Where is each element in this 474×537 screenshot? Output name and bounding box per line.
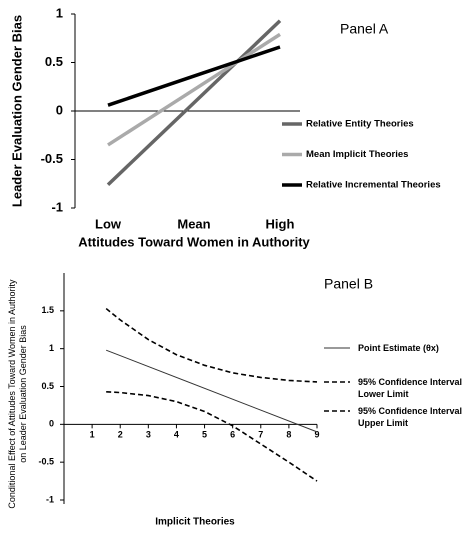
legend-label: 95% Confidence Interval Lower Limit bbox=[358, 377, 463, 399]
legend-label: Point Estimate (θx) bbox=[358, 343, 439, 353]
data-line bbox=[105, 349, 318, 433]
y-tick-label: 1 bbox=[49, 343, 54, 353]
y-tick-label: 1.5 bbox=[41, 305, 54, 315]
x-tick-label: 4 bbox=[174, 430, 179, 440]
legend-label: Relative Incremental Theories bbox=[306, 180, 441, 191]
x-tick-label: 8 bbox=[286, 430, 291, 440]
y-tick-label: 0 bbox=[49, 419, 54, 429]
y-tick-label: -1 bbox=[46, 494, 54, 504]
x-tick-label: 3 bbox=[146, 430, 151, 440]
legend-label: 95% Confidence Interval Upper Limit bbox=[358, 406, 463, 428]
y-tick-label: 0 bbox=[56, 102, 63, 117]
data-line bbox=[106, 19, 282, 186]
y-axis-title: Leader Evaluation Gender Bias bbox=[9, 15, 24, 207]
x-tick-label: 1 bbox=[90, 430, 95, 440]
y-tick-label: -0.5 bbox=[38, 457, 54, 467]
panel-label: Panel A bbox=[340, 21, 389, 37]
legend-label: Mean Implicit Theories bbox=[306, 149, 408, 160]
x-tick-label: 2 bbox=[118, 430, 123, 440]
x-tick-label: 9 bbox=[314, 430, 319, 440]
y-tick-label: 0.5 bbox=[41, 381, 54, 391]
legend-label: Relative Entity Theories bbox=[306, 119, 414, 130]
data-line bbox=[106, 390, 318, 482]
x-axis-title: Implicit Theories bbox=[155, 517, 235, 528]
x-tick-label: 7 bbox=[258, 430, 263, 440]
data-line bbox=[105, 307, 318, 383]
y-tick-label: 1 bbox=[56, 5, 63, 20]
x-tick-label: High bbox=[266, 216, 295, 231]
y-axis-title: Conditional Effect of Attitudes Toward W… bbox=[7, 279, 28, 509]
x-axis-title: Attitudes Toward Women in Authority bbox=[78, 234, 310, 249]
data-line bbox=[107, 45, 281, 107]
y-tick-label: -0.5 bbox=[41, 151, 63, 166]
x-tick-label: 6 bbox=[230, 430, 235, 440]
panel-label: Panel B bbox=[324, 276, 373, 292]
y-tick-label: -1 bbox=[51, 199, 63, 214]
x-tick-label: Low bbox=[95, 216, 122, 231]
y-tick-label: 0.5 bbox=[45, 54, 63, 69]
x-tick-label: 5 bbox=[202, 430, 207, 440]
data-line bbox=[107, 32, 281, 147]
x-tick-label: Mean bbox=[177, 216, 210, 231]
